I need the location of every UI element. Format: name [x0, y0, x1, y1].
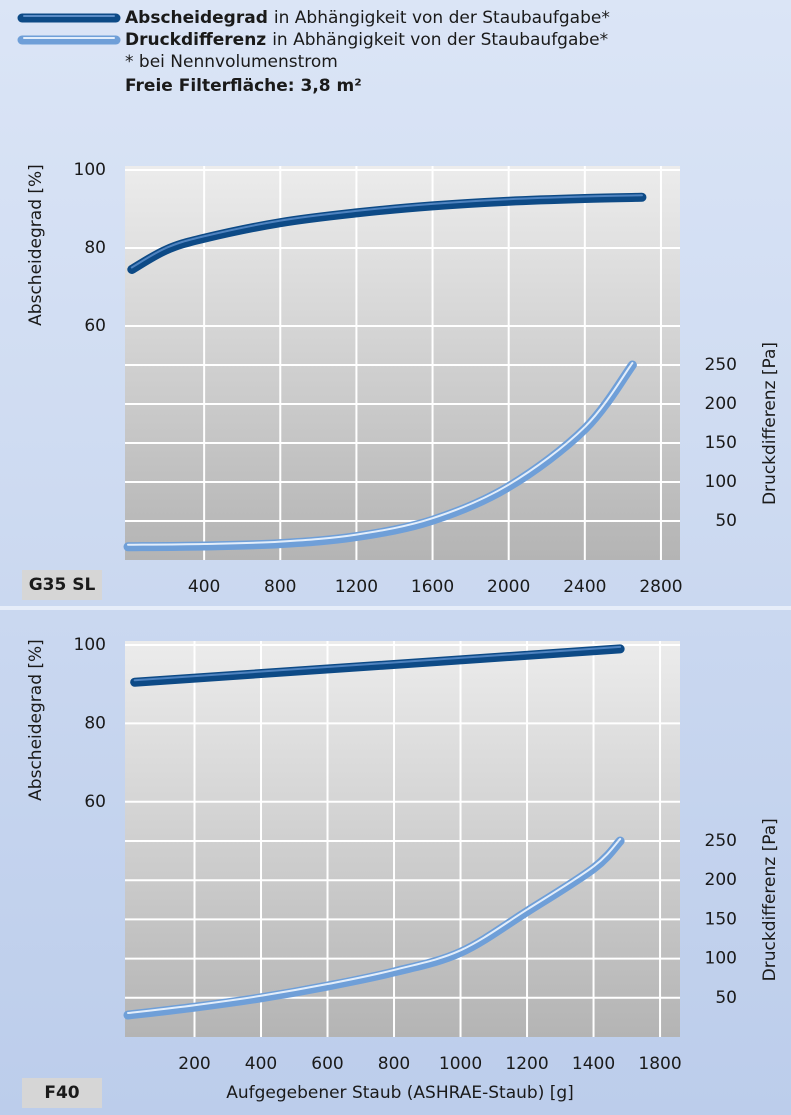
- series-line: [123, 360, 637, 552]
- legend-name: Druckdifferenz: [125, 30, 266, 50]
- y-tick-label: 80: [84, 238, 106, 258]
- series-line-highlight: [127, 838, 622, 1015]
- y2-tick-label: 50: [715, 988, 737, 1008]
- y-tick-label: 100: [74, 635, 106, 655]
- y-axis-label: Abscheidegrad [%]: [26, 164, 46, 326]
- y2-tick-label: 250: [705, 355, 737, 375]
- y2-tick-label: 100: [705, 472, 737, 492]
- y2-tick-label: 250: [705, 831, 737, 851]
- series-line: [130, 644, 625, 687]
- y-tick-label: 80: [84, 713, 106, 733]
- series-line: [127, 192, 647, 274]
- x-tick-label: 1400: [572, 1054, 615, 1074]
- x-tick-label: 1000: [439, 1054, 482, 1074]
- chart-label: G35 SL: [29, 575, 96, 595]
- plot-area: [125, 641, 680, 1037]
- x-tick-label: 1800: [638, 1054, 681, 1074]
- legend-text: in Abhängigkeit von der Staubaufgabe*: [272, 30, 608, 50]
- y-tick-label: 60: [84, 316, 106, 336]
- x-tick-label: 800: [378, 1054, 410, 1074]
- filter-area: Freie Filterfläche: 3,8 m²: [125, 76, 362, 96]
- series-line-highlight: [133, 645, 622, 682]
- x-tick-label: 1200: [505, 1054, 548, 1074]
- y-tick-label: 60: [84, 792, 106, 812]
- x-tick-label: 1600: [411, 577, 454, 597]
- x-tick-label: 800: [264, 577, 296, 597]
- plot-area: [125, 166, 680, 560]
- x-tick-label: 2800: [639, 577, 682, 597]
- legend-text: in Abhängigkeit von der Staubaufgabe*: [274, 8, 610, 28]
- series-line: [123, 836, 625, 1020]
- y2-tick-label: 200: [705, 870, 737, 890]
- y2-tick-label: 50: [715, 511, 737, 531]
- legend-entry: Abscheidegrad in Abhängigkeit von der Sta…: [125, 8, 610, 28]
- y-tick-label: 100: [74, 160, 106, 180]
- legend-entry: Druckdifferenz in Abhängigkeit von der St…: [125, 30, 608, 50]
- chart-label-box: [22, 570, 102, 600]
- x-tick-label: 2000: [487, 577, 530, 597]
- series-line-highlight: [127, 362, 634, 546]
- x-tick-label: 400: [245, 1054, 277, 1074]
- legend-name: Abscheidegrad: [125, 8, 268, 28]
- y2-axis-label: Druckdifferenz [Pa]: [760, 818, 780, 981]
- chart-label-box: [22, 1078, 102, 1108]
- separator: [0, 606, 791, 610]
- x-tick-label: 1200: [335, 577, 378, 597]
- x-tick-label: 600: [311, 1054, 343, 1074]
- footnote: * bei Nennvolumenstrom: [125, 52, 338, 72]
- y2-tick-label: 150: [705, 909, 737, 929]
- y-axis-label: Abscheidegrad [%]: [26, 639, 46, 801]
- y2-tick-label: 100: [705, 949, 737, 969]
- y2-tick-label: 150: [705, 433, 737, 453]
- series-line-highlight: [130, 194, 643, 269]
- x-tick-label: 200: [178, 1054, 210, 1074]
- y2-tick-label: 200: [705, 394, 737, 414]
- x-tick-label: 2400: [563, 577, 606, 597]
- y2-axis-label: Druckdifferenz [Pa]: [760, 342, 780, 505]
- x-axis-label: Aufgegebener Staub (ASHRAE-Staub) [g]: [226, 1083, 574, 1103]
- x-tick-label: 400: [188, 577, 220, 597]
- chart-label: F40: [44, 1083, 79, 1103]
